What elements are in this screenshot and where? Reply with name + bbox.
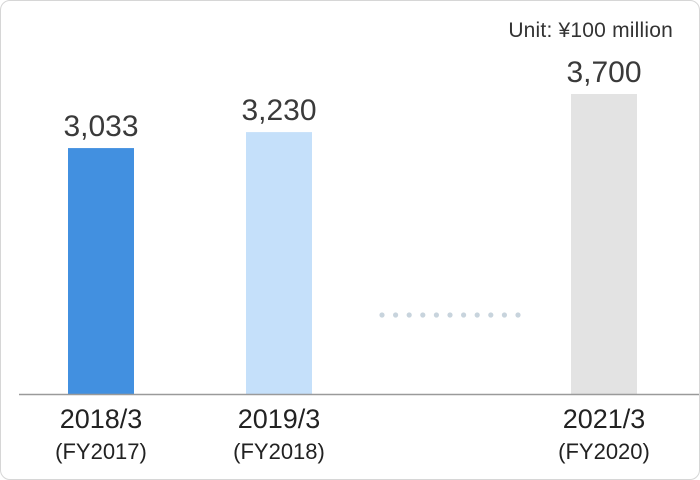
x-tick-sublabel: (FY2018) — [233, 439, 325, 464]
x-tick-label: 2018/3 — [60, 404, 143, 434]
bar-2019/3 — [246, 132, 312, 395]
gap-dot — [515, 312, 521, 318]
x-tick-label: 2021/3 — [563, 404, 646, 434]
gap-dot — [393, 312, 399, 318]
gap-dot — [488, 312, 494, 318]
gap-dot — [406, 312, 412, 318]
gap-dot — [420, 312, 426, 318]
gap-dot — [474, 312, 480, 318]
bar-2018/3 — [68, 148, 134, 394]
x-tick-sublabel: (FY2020) — [558, 439, 650, 464]
unit-label: Unit: ¥100 million — [508, 19, 673, 42]
gap-dot — [433, 312, 439, 318]
gap-indicator — [379, 312, 521, 318]
gap-dot — [447, 312, 453, 318]
gap-dot — [379, 312, 385, 318]
value-label: 3,230 — [241, 94, 316, 127]
x-tick-label: 2019/3 — [238, 404, 321, 434]
x-tick-sublabel: (FY2017) — [55, 439, 147, 464]
gap-dot — [501, 312, 507, 318]
bar-2021/3 — [571, 94, 637, 394]
gap-dot — [461, 312, 467, 318]
value-label: 3,033 — [63, 110, 138, 143]
value-label: 3,700 — [566, 56, 641, 89]
